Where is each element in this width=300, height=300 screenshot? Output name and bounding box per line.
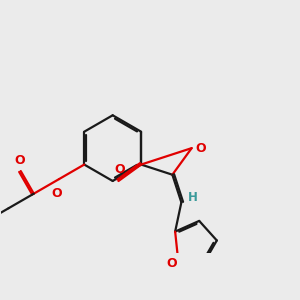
Text: O: O	[167, 257, 177, 270]
Text: O: O	[196, 142, 206, 154]
Text: H: H	[188, 191, 198, 204]
Text: O: O	[52, 187, 62, 200]
Text: O: O	[15, 154, 25, 167]
Text: O: O	[114, 163, 124, 176]
